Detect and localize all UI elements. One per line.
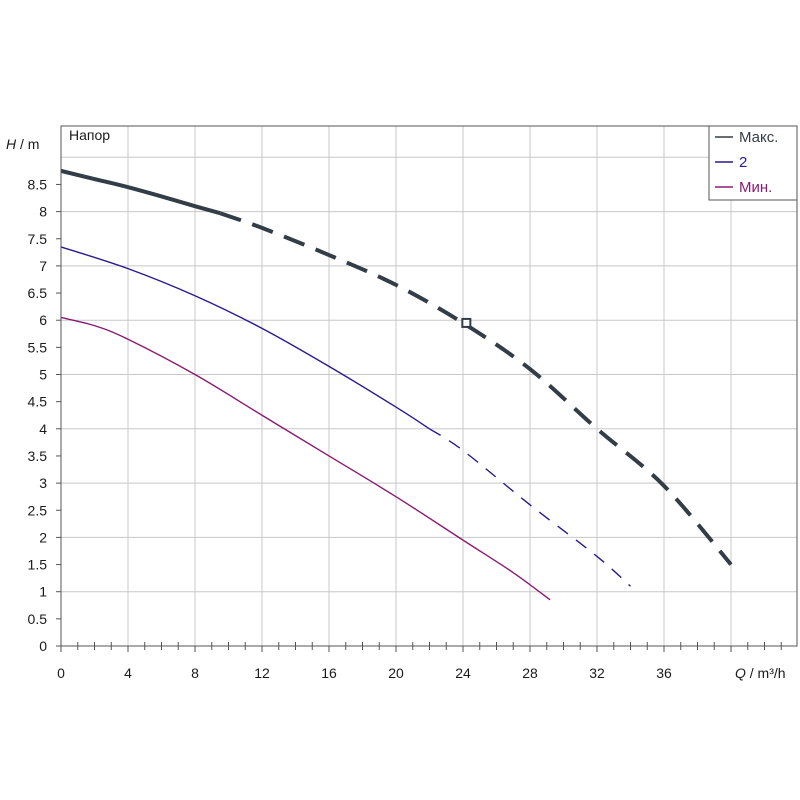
y-tick-label: 8.5 <box>28 176 48 192</box>
y-tick-label: 6 <box>39 312 47 328</box>
x-tick-label: 32 <box>589 665 605 681</box>
y-tick-label: 6.5 <box>28 285 48 301</box>
minor-ticks <box>56 183 782 652</box>
x-tick-label: 0 <box>57 665 65 681</box>
x-axis-label: Q / m³/h <box>735 665 786 681</box>
y-tick-label: 2 <box>39 529 47 545</box>
y-tick-label: 8 <box>39 204 47 220</box>
x-axis-unit: / m³/h <box>746 665 786 681</box>
y-tick-labels: 0 0.5 1 1.5 2 2.5 3 3.5 4 4.5 5 5.5 6 6.5 7 7.5 8 8.5 <box>28 176 48 654</box>
legend-item-2: 2 <box>715 154 747 171</box>
plot-title: Напор <box>69 127 110 143</box>
y-tick-label: 4 <box>39 421 47 437</box>
series-line-dashed <box>219 211 733 566</box>
legend: Макс. 2 Мин. <box>708 125 798 201</box>
series-2 <box>60 246 631 587</box>
operating-point-marker <box>461 317 472 328</box>
y-tick-label: 1 <box>39 584 47 600</box>
legend-label-min: Мин. <box>739 179 772 196</box>
y-tick-label: 0.5 <box>28 611 48 627</box>
y-axis-unit: / m <box>16 136 39 152</box>
series-line-dashed <box>429 428 631 587</box>
y-tick-label: 7 <box>39 258 47 274</box>
x-tick-label: 4 <box>124 665 132 681</box>
y-tick-label: 5.5 <box>28 339 48 355</box>
series-min <box>60 316 551 601</box>
y-axis-label: H / m <box>6 136 39 152</box>
x-tick-labels: 0 4 8 12 16 20 24 28 32 36 <box>57 665 672 681</box>
series-line-solid <box>60 316 551 601</box>
series-line-solid <box>60 168 221 216</box>
y-tick-label: 7.5 <box>28 231 48 247</box>
plot-area <box>61 126 797 646</box>
x-tick-label: 16 <box>321 665 337 681</box>
plot-frame <box>60 125 798 647</box>
legend-item-max: Макс. <box>715 129 778 146</box>
x-tick-label: 36 <box>656 665 672 681</box>
y-tick-label: 3 <box>39 475 47 491</box>
x-tick-label: 20 <box>388 665 404 681</box>
x-tick-label: 8 <box>191 665 199 681</box>
y-tick-label: 1.5 <box>28 557 48 573</box>
x-tick-label: 28 <box>522 665 538 681</box>
y-tick-label: 5 <box>39 367 47 383</box>
y-tick-label: 2.5 <box>28 502 48 518</box>
marker-layer <box>461 317 472 328</box>
series-line-solid <box>60 246 430 430</box>
x-tick-label: 24 <box>455 665 471 681</box>
y-tick-label: 0 <box>39 638 47 654</box>
series-max <box>60 168 733 566</box>
x-axis-symbol: Q <box>735 665 746 681</box>
y-tick-label: 4.5 <box>28 394 48 410</box>
legend-item-min: Мин. <box>715 179 772 196</box>
legend-label-max: Макс. <box>739 129 778 146</box>
y-tick-label: 3.5 <box>28 448 48 464</box>
x-tick-label: 12 <box>254 665 270 681</box>
series-layer <box>60 168 733 601</box>
legend-label-2: 2 <box>739 154 747 171</box>
y-axis-symbol: H <box>6 136 17 152</box>
